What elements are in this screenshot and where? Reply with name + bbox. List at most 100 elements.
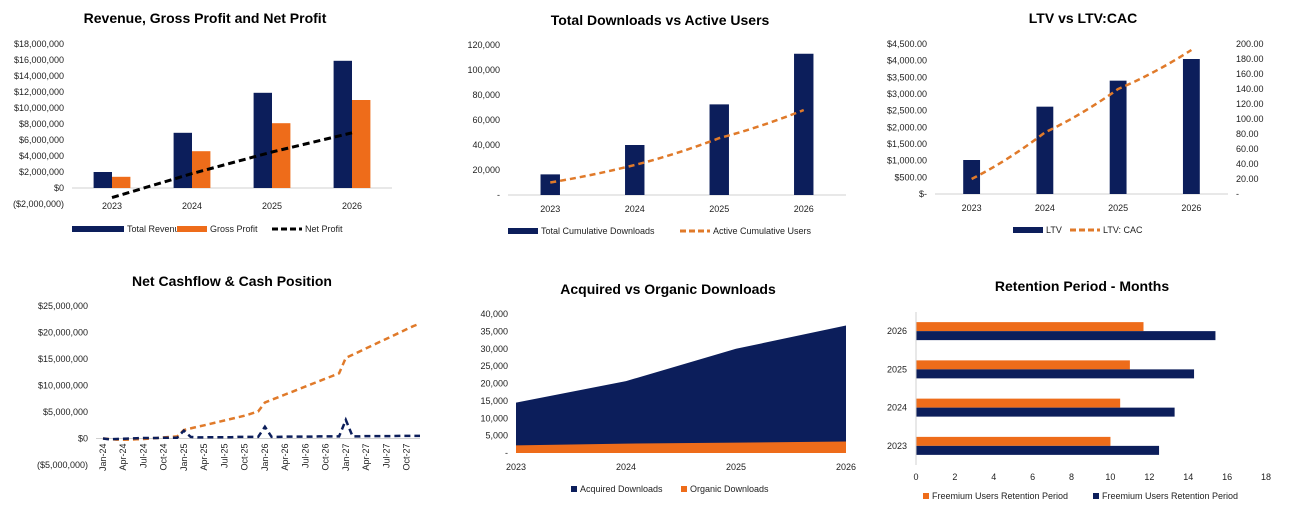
- ret-legend-swatch-1: [1093, 493, 1099, 499]
- ret-y-tick-label: 2024: [887, 403, 907, 413]
- ret-x-tick-label: 0: [913, 472, 918, 482]
- dl-x-tick-label: 2023: [540, 204, 560, 214]
- ltv-chart: $- $500.00 $1,000.00 $1,500.00 $2,000.00 $2,5…: [887, 39, 1264, 235]
- dl-legend-label-1: Active Cumulative Users: [713, 226, 812, 236]
- rev-y-tick-label: $18,000,000: [14, 39, 64, 49]
- ltv-y-tick-label: $1,500.00: [887, 139, 927, 149]
- dl-legend-label-0: Total Cumulative Downloads: [541, 226, 655, 236]
- ltv-x-tick-label: 2025: [1108, 203, 1128, 213]
- rev-y-tick-label: $0: [54, 183, 64, 193]
- dl-bar: [540, 174, 560, 195]
- ret-legend-label-1: Freemium Users Retention Period: [1102, 491, 1238, 501]
- ret-bar: [916, 331, 1216, 341]
- dl-y-tick-label: 120,000: [467, 40, 500, 50]
- ltv-y-tick-label: $3,500.00: [887, 72, 927, 82]
- rev-legend-swatch-0: [72, 226, 124, 232]
- cash-x-tick-label: Jul-24: [138, 444, 148, 469]
- rev-y-tick-label: ($2,000,000): [13, 199, 64, 209]
- ltv-x-tick-label: 2023: [962, 203, 982, 213]
- ltv-y-tick-label: $1,000.00: [887, 156, 927, 166]
- ltv-x-tick-label: 2026: [1181, 203, 1201, 213]
- acq-y-tick-label: 10,000: [480, 413, 508, 423]
- ltv-y2-tick-label: 80.00: [1236, 129, 1259, 139]
- dl-chart: - 20,000 40,000 60,000 80,000 100,000 120,000 2…: [467, 40, 846, 236]
- ret-legend-label-0: Freemium Users Retention Period: [932, 491, 1068, 501]
- ltv-bar: [963, 160, 981, 194]
- ltv-y2-tick-label: 120.00: [1236, 99, 1264, 109]
- ltv-y-tick-label: $-: [919, 189, 927, 199]
- ret-bar: [916, 436, 1111, 446]
- ltv-y2-tick-label: 60.00: [1236, 144, 1259, 154]
- ltv-y-tick-label: $4,000.00: [887, 56, 927, 66]
- ltv-y-tick-label: $2,500.00: [887, 106, 927, 116]
- ret-x-tick-label: 2: [952, 472, 957, 482]
- cash-x-tick-label: Jul-26: [300, 444, 310, 469]
- ret-y-tick-label: 2025: [887, 364, 907, 374]
- rev-legend-label-1: Gross Profit: [210, 224, 258, 234]
- rev-bar: [253, 92, 272, 188]
- ltv-y-tick-label: $3,000.00: [887, 89, 927, 99]
- dl-x-tick-label: 2026: [794, 204, 814, 214]
- ret-chart: 2023 2024 2025 2026 0 2 4 6 8 10 12 14 16 18 Freemium …: [887, 312, 1271, 501]
- rev-y-tick-label: $6,000,000: [19, 135, 64, 145]
- ltv-y2-tick-label: 100.00: [1236, 114, 1264, 124]
- rev-y-tick-label: $12,000,000: [14, 87, 64, 97]
- ret-bar: [916, 360, 1130, 370]
- rev-bar: [352, 100, 371, 188]
- ltv-legend-swatch-0: [1013, 227, 1043, 233]
- ret-x-tick-label: 4: [991, 472, 996, 482]
- cash-x-tick-label: Apr-24: [118, 444, 128, 471]
- acq-legend-label-0: Acquired Downloads: [580, 484, 663, 494]
- rev-y-tick-label: $2,000,000: [19, 167, 64, 177]
- ret-x-tick-label: 14: [1183, 472, 1193, 482]
- ltv-bar: [1109, 80, 1127, 194]
- ltv-y2-tick-label: 200.00: [1236, 39, 1264, 49]
- cash-series-line: [102, 416, 420, 441]
- ltv-y2-tick-label: 20.00: [1236, 174, 1259, 184]
- rev-series-line: [111, 131, 353, 200]
- rev-x-tick-label: 2024: [182, 201, 202, 211]
- acq-y-tick-label: -: [505, 448, 508, 458]
- ltv-y2-tick-label: 40.00: [1236, 159, 1259, 169]
- cash-x-tick-label: Apr-26: [280, 444, 290, 471]
- cash-x-tick-label: Jul-27: [381, 444, 391, 469]
- ret-title: Retention Period - Months: [995, 278, 1169, 294]
- ret-x-tick-label: 6: [1030, 472, 1035, 482]
- rev-x-tick-label: 2026: [342, 201, 362, 211]
- cash-x-tick-label: Oct-26: [321, 444, 331, 471]
- rev-y-tick-label: $8,000,000: [19, 119, 64, 129]
- rev-legend-label-2: Net Profit: [305, 224, 343, 234]
- rev-y-tick-label: $10,000,000: [14, 103, 64, 113]
- cash-x-tick-label: Oct-25: [240, 444, 250, 471]
- dl-x-tick-label: 2024: [625, 204, 645, 214]
- rev-x-tick-label: 2023: [102, 201, 122, 211]
- acq-x-tick-label: 2023: [506, 462, 526, 472]
- rev-title: Revenue, Gross Profit and Net Profit: [84, 10, 327, 26]
- ret-bar: [916, 445, 1160, 455]
- rev-chart: ($2,000,000) $0 $2,000,000 $4,000,000 $6,000…: [13, 39, 392, 234]
- acq-y-tick-label: 15,000: [480, 396, 508, 406]
- ltv-y-tick-label: $2,000.00: [887, 122, 927, 132]
- ltv-series-line: [971, 48, 1193, 181]
- cash-x-tick-label: Apr-25: [199, 444, 209, 471]
- ltv-y2-tick-label: -: [1236, 189, 1239, 199]
- ret-y-tick-label: 2023: [887, 441, 907, 451]
- dl-y-tick-label: 100,000: [467, 65, 500, 75]
- cash-y-tick-label: $15,000,000: [38, 354, 88, 364]
- acq-x-tick-label: 2025: [726, 462, 746, 472]
- ltv-bar: [1182, 59, 1200, 194]
- dl-bar: [794, 53, 814, 195]
- acq-y-tick-label: 5,000: [485, 431, 508, 441]
- cash-y-tick-label: $25,000,000: [38, 301, 88, 311]
- acq-y-tick-label: 20,000: [480, 379, 508, 389]
- cash-x-tick-label: Oct-24: [159, 444, 169, 471]
- dl-x-tick-label: 2025: [709, 204, 729, 214]
- acq-y-tick-label: 30,000: [480, 344, 508, 354]
- ret-bar: [916, 398, 1121, 408]
- acq-area: [516, 325, 846, 453]
- rev-legend-label-0: Total Revenue: [127, 224, 185, 234]
- acq-legend-label-1: Organic Downloads: [690, 484, 769, 494]
- dl-series-line: [550, 108, 805, 184]
- cash-x-tick-label: Jan-26: [260, 444, 270, 472]
